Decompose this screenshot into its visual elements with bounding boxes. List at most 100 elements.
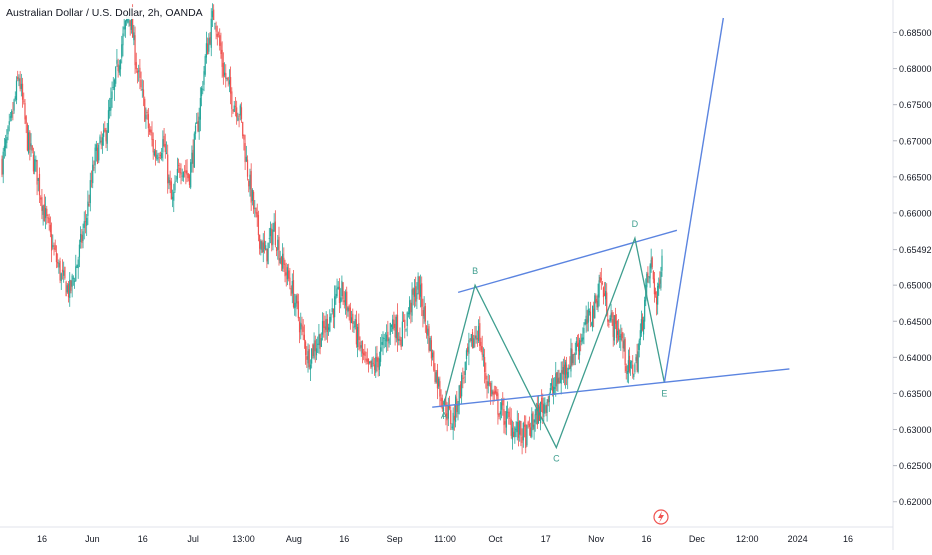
candle-body [300,323,302,330]
candle-body [387,331,389,342]
candle-body [384,339,387,341]
candle-body [584,322,586,325]
candle-body [49,224,51,233]
candle-body [210,18,212,48]
candle-body [267,242,269,264]
candle-body [326,318,328,332]
candle-body [519,420,521,435]
candle-body [607,318,609,322]
candle-body [43,204,45,222]
candle-body [635,357,637,361]
candle-body [81,234,83,243]
candle-body [26,124,29,151]
candle-body [21,83,24,100]
candle-body [151,132,153,140]
candle-body [330,313,332,321]
candle-body [647,272,649,277]
candle-body [620,334,622,341]
candle-body [101,137,103,146]
candle-body [597,294,599,308]
candle-body [306,356,308,360]
candle-body [432,352,434,358]
candle-body [332,309,335,318]
candle-body [174,181,176,191]
candle-body [188,175,191,186]
candle-body [526,425,528,446]
candle-body [311,348,313,364]
candle-body [335,293,337,299]
candle-body [590,323,593,325]
candle-body [25,116,27,124]
candle-body [18,78,20,82]
candle-body [239,105,241,116]
candle-body [84,221,87,223]
candle-body [644,300,646,322]
candle-body [587,308,589,323]
candle-body [215,25,217,32]
candle-body [119,60,122,70]
candle-body [163,135,165,146]
candle-body [274,221,276,246]
candle-body [464,362,466,375]
candle-body [83,221,85,228]
candle-body [104,128,106,132]
candle-body [98,144,100,161]
candle-body [77,259,79,269]
candle-body [612,318,614,337]
candle-body [613,315,615,341]
candle-body [296,294,298,304]
candle-body [213,9,215,21]
candle-body [251,189,253,201]
candle-body [245,156,247,162]
candle-body [469,339,471,340]
candle-body [12,112,14,114]
candle-body [242,121,244,137]
candle-body [588,310,590,313]
candle-body [246,159,249,177]
candle-body [400,339,402,347]
candle-body [265,245,267,251]
candle-body [302,326,304,332]
candle-body [541,397,543,405]
candle-body [233,105,235,112]
candle-body [6,137,8,144]
candle-body [78,244,81,258]
candle-body [122,33,124,46]
lightning-icon[interactable] [653,509,669,525]
candle-body [159,154,162,156]
candle-body [579,340,581,356]
candle-body [652,270,654,280]
candle-body [539,401,542,424]
candle-body [509,417,511,419]
x-tick-label: 16 [37,534,47,544]
candle-body [279,258,281,264]
candle-body [52,245,54,248]
candle-body [238,115,240,117]
candle-body [581,337,583,342]
candle-body [428,326,430,351]
candle-body [594,295,596,319]
candle-body [461,375,463,397]
candle-body [352,313,354,324]
candle-body [162,139,164,153]
y-axis: 0.68500 0.68000 0.67500 0.67000 0.66500 0.660… [892,0,932,550]
candle-body [271,229,273,246]
candle-body [600,278,602,281]
candle-body [608,323,610,325]
candle-body [523,424,526,427]
candle-body [191,152,193,164]
candle-body [177,165,180,166]
candle-body [312,344,314,356]
candle-body [564,362,567,379]
x-tick-label: 2024 [788,534,808,544]
candle-body [226,77,228,79]
candle-body [628,355,631,372]
candle-body [480,341,482,351]
candle-body [263,240,266,250]
x-tick-label: Nov [588,534,605,544]
candle-body [343,300,345,303]
candle-body [164,143,166,153]
candle-body [554,386,556,390]
candle-body [450,410,452,425]
